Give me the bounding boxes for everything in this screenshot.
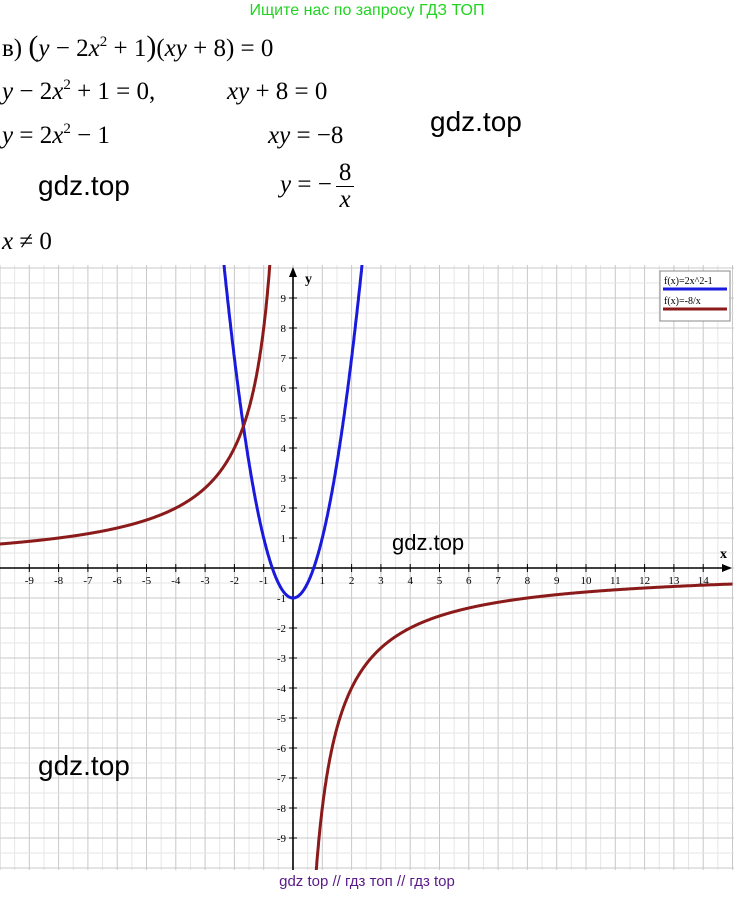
x-tick-label: 3 [378, 575, 384, 587]
equation-line-3a: y = 2x2 − 1 [2, 121, 110, 150]
x-tick-label: -1 [259, 575, 268, 587]
equation-line-2b: xy + 8 = 0 [227, 78, 328, 105]
series-2-curve [314, 582, 734, 870]
watermark: gdz.top [392, 530, 465, 555]
y-tick-label: 5 [281, 413, 287, 425]
y-tick-label: -6 [277, 743, 287, 755]
x-tick-label: 5 [437, 575, 443, 587]
x-tick-label: 14 [698, 575, 710, 587]
x-axis-label: x [720, 547, 727, 562]
x-tick-label: 2 [349, 575, 355, 587]
y-tick-label: -1 [277, 593, 286, 605]
x-tick-label: 4 [407, 575, 413, 587]
x-tick-label: 11 [610, 575, 621, 587]
watermark: gdz.top [430, 106, 522, 137]
x-tick-label: 10 [581, 575, 593, 587]
y-axis-label: y [305, 272, 312, 287]
y-tick-label: -5 [277, 713, 287, 725]
y-tick-label: -8 [277, 803, 287, 815]
legend-entry-label: f(x)=-8/x [664, 296, 701, 307]
equation-line-4: y = −8 x [280, 160, 355, 213]
var-y: y [38, 35, 50, 62]
equation-line-3b: xy = −8 [268, 122, 344, 149]
x-tick-label: -2 [230, 575, 239, 587]
y-tick-label: -7 [277, 773, 287, 785]
x-tick-label: -7 [83, 575, 93, 587]
y-axis-arrow [289, 267, 297, 277]
footer: gdz top // гдз топ // гдз top [279, 873, 455, 890]
problem-label: в) [2, 35, 23, 62]
watermark: gdz.top [38, 170, 130, 201]
legend: f(x)=2x^2-1 f(x)=-8/x [659, 270, 731, 322]
x-tick-label: -6 [113, 575, 123, 587]
legend-box [659, 270, 731, 322]
x-tick-label: -3 [201, 575, 211, 587]
y-tick-label: -9 [277, 833, 287, 845]
x-tick-label: 12 [639, 575, 650, 587]
y-tick-label: 9 [281, 293, 287, 305]
x-tick-label: 6 [466, 575, 472, 587]
axes [0, 267, 732, 870]
x-axis-arrow [722, 564, 732, 572]
x-tick-label: 8 [525, 575, 531, 587]
x-tick-label: -4 [171, 575, 181, 587]
y-tick-label: -3 [277, 653, 287, 665]
y-tick-label: -2 [277, 623, 286, 635]
y-tick-label: -4 [277, 683, 287, 695]
x-tick-label: 9 [554, 575, 560, 587]
x-tick-label: 7 [495, 575, 501, 587]
y-tick-label: 8 [281, 323, 287, 335]
y-tick-label: 7 [281, 353, 287, 365]
equation-line-1: в) (y − 2x2 + 1)(xy + 8) = 0 [2, 30, 274, 63]
x-tick-label: -8 [54, 575, 64, 587]
y-tick-label: 2 [281, 503, 287, 515]
series-2-curve [0, 265, 272, 546]
watermark: gdz.top [38, 750, 130, 781]
equation-line-2a: y − 2x2 + 1 = 0, [2, 77, 156, 106]
equation-line-5: x ≠ 0 [2, 228, 52, 255]
y-tick-label: 3 [281, 473, 287, 485]
search-banner: Ищите нас по запросу ГДЗ ТОП [249, 2, 485, 19]
curves [0, 265, 734, 870]
y-tick-label: 4 [281, 443, 287, 455]
tick-labels: xy-9 -8 -7 -6 -5 -4 -3 -2 -1 1 2 3 4 5 6 7 8 9 10 11 12 13 14-… [25, 272, 727, 845]
function-graph: xy-9 -8 -7 -6 -5 -4 -3 -2 -1 1 2 3 4 5 6 7 8 9 10 11 12 13 14-… [0, 265, 734, 870]
legend-entry-label: f(x)=2x^2-1 [664, 276, 713, 287]
x-tick-label: 1 [320, 575, 326, 587]
y-tick-label: 1 [281, 533, 287, 545]
x-tick-label: -5 [142, 575, 152, 587]
x-tick-label: 13 [668, 575, 680, 587]
y-tick-label: 6 [281, 383, 287, 395]
x-tick-label: -9 [25, 575, 35, 587]
